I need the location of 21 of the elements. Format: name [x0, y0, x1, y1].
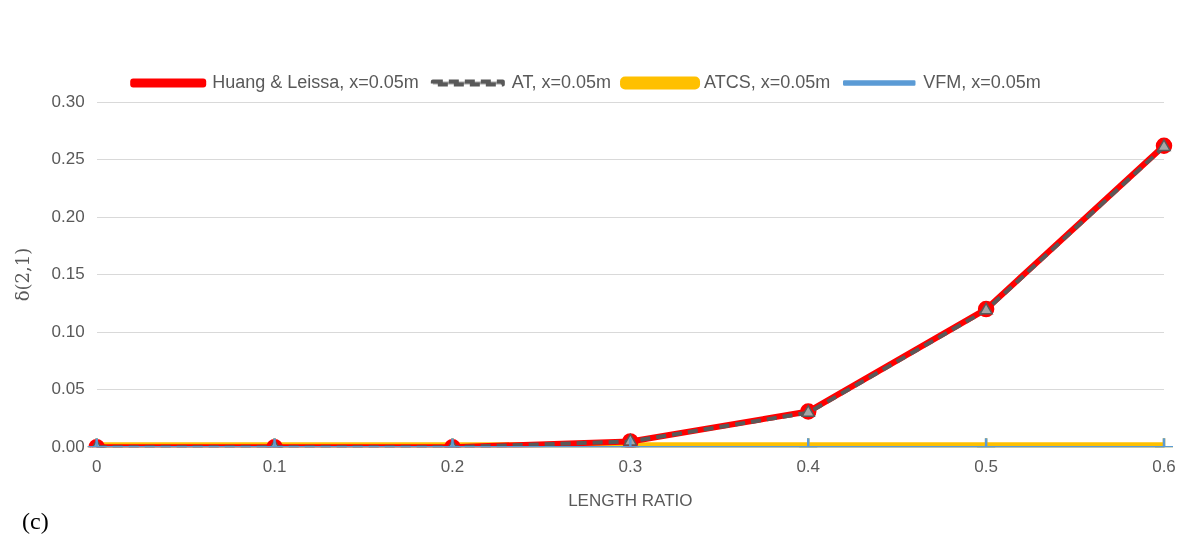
x-tick-label: 0.1 [262, 457, 287, 477]
y-tick-label: 0.10 [51, 321, 85, 341]
x-tick-label: 0 [91, 457, 102, 477]
legend-label: AT, x=0.05m [511, 71, 612, 92]
y-tick-label: 0.20 [51, 206, 85, 226]
y-tick-label: 0.00 [51, 436, 85, 456]
y-tick-label: 0.15 [51, 264, 85, 284]
x-axis-title: LENGTH RATIO [568, 491, 693, 511]
x-tick-label: 0.2 [440, 457, 465, 477]
y-tick-label: 0.05 [51, 379, 85, 399]
legend-label: VFM, x=0.05m [923, 71, 1041, 92]
y-axis-title: δ(2,1) [12, 247, 34, 302]
text: (c) [22, 508, 49, 535]
legend-label: Huang & Leissa, x=0.05m [212, 71, 419, 92]
y-tick-label: 0.25 [51, 149, 85, 169]
x-tick-label: 0.4 [796, 457, 821, 477]
x-tick-label: 0.5 [974, 457, 998, 477]
x-tick-label: 0.6 [1152, 457, 1176, 477]
y-tick-label: 0.30 [51, 91, 85, 111]
legend-label: ATCS, x=0.05m [704, 71, 831, 92]
x-tick-label: 0.3 [618, 457, 643, 477]
